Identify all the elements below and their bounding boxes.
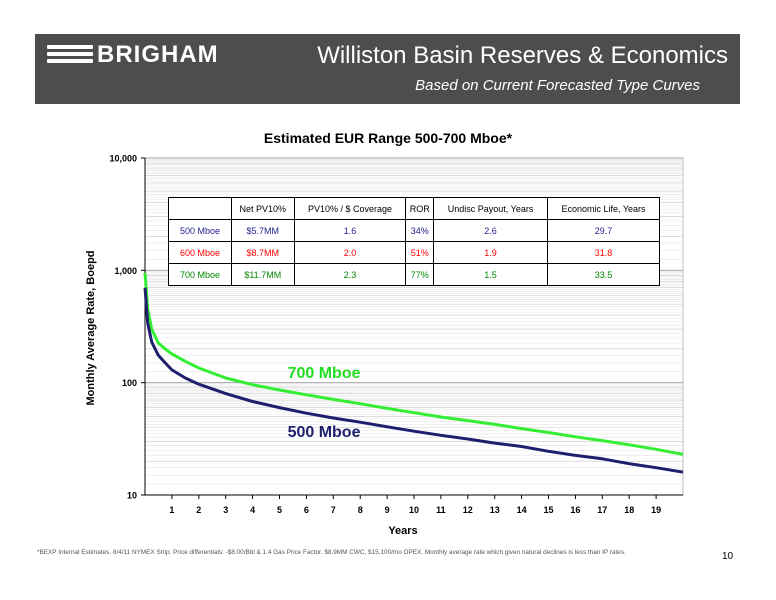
table-cell: 77% bbox=[405, 263, 435, 286]
x-tick-label: 13 bbox=[490, 505, 500, 515]
table-cell: $11.7MM bbox=[231, 263, 295, 286]
table-cell: 1.5 bbox=[433, 263, 549, 286]
table-cell: 2.6 bbox=[433, 219, 549, 242]
x-tick-label: 14 bbox=[517, 505, 527, 515]
page-title: Williston Basin Reserves & Economics bbox=[317, 42, 728, 69]
table-cell: 2.3 bbox=[293, 263, 407, 286]
table-row: 600 Mboe $8.7MM 2.0 51% 1.9 31.8 bbox=[168, 241, 660, 264]
economics-table: Net PV10% PV10% / $ Coverage ROR Undisc Pay… bbox=[168, 197, 660, 286]
header-banner: BRIGHAM Williston Basin Reserves & Econo… bbox=[35, 34, 740, 104]
table-cell: 1.9 bbox=[433, 241, 549, 264]
x-axis-label: Years bbox=[388, 525, 417, 537]
x-tick-label: 1 bbox=[169, 505, 174, 515]
x-tick-label: 8 bbox=[358, 505, 363, 515]
logo-stripes-icon bbox=[47, 42, 93, 66]
table-header-cell bbox=[168, 197, 232, 220]
series-line-0 bbox=[143, 272, 684, 456]
table-cell: 600 Mboe bbox=[168, 241, 232, 264]
y-tick-label: 10 bbox=[127, 491, 137, 501]
x-tick-label: 5 bbox=[277, 505, 282, 515]
y-tick-label: 1,000 bbox=[114, 266, 137, 276]
table-header-cell: ROR bbox=[405, 197, 435, 220]
x-tick-label: 18 bbox=[624, 505, 634, 515]
x-tick-label: 15 bbox=[543, 505, 553, 515]
footnote: *BEXP Internal Estimates. 8/4/11 NYMEX S… bbox=[37, 549, 626, 556]
x-tick-label: 10 bbox=[409, 505, 419, 515]
table-cell: 33.5 bbox=[547, 263, 660, 286]
table-header-cell: Net PV10% bbox=[231, 197, 295, 220]
x-tick-label: 9 bbox=[385, 505, 390, 515]
x-tick-label: 3 bbox=[223, 505, 228, 515]
table-header-cell: PV10% / $ Coverage bbox=[293, 197, 407, 220]
table-row: 500 Mboe $5.7MM 1.6 34% 2.6 29.7 bbox=[168, 219, 660, 242]
company-logo: BRIGHAM bbox=[47, 41, 247, 68]
table-header-cell: Undisc Payout, Years bbox=[433, 197, 549, 220]
y-tick-label: 100 bbox=[122, 378, 137, 388]
x-tick-label: 16 bbox=[570, 505, 580, 515]
table-header-row: Net PV10% PV10% / $ Coverage ROR Undisc Pay… bbox=[168, 197, 660, 220]
table-row: 700 Mboe $11.7MM 2.3 77% 1.5 33.5 bbox=[168, 263, 660, 286]
y-tick-label: 10,000 bbox=[109, 154, 137, 164]
x-tick-label: 19 bbox=[651, 505, 661, 515]
table-cell: 1.6 bbox=[293, 219, 407, 242]
page-number: 10 bbox=[722, 551, 734, 562]
logo-text: BRIGHAM bbox=[97, 41, 219, 68]
page-subtitle: Based on Current Forecasted Type Curves bbox=[415, 77, 700, 94]
table-cell: 34% bbox=[405, 219, 435, 242]
x-tick-label: 7 bbox=[331, 505, 336, 515]
y-axis-label: Monthly Average Rate, Boepd bbox=[85, 250, 97, 405]
x-tick-label: 11 bbox=[436, 505, 446, 515]
chart-title: Estimated EUR Range 500-700 Mboe* bbox=[264, 130, 513, 146]
x-tick-label: 4 bbox=[250, 505, 255, 515]
x-tick-label: 17 bbox=[597, 505, 607, 515]
table-header-cell: Economic Life, Years bbox=[547, 197, 660, 220]
x-tick-label: 12 bbox=[463, 505, 473, 515]
table-cell: 700 Mboe bbox=[168, 263, 232, 286]
series-label-700: 700 Mboe bbox=[288, 365, 361, 382]
table-cell: 31.8 bbox=[547, 241, 660, 264]
table-cell: 29.7 bbox=[547, 219, 660, 242]
table-cell: 500 Mboe bbox=[168, 219, 232, 242]
table-cell: 2.0 bbox=[293, 241, 407, 264]
x-tick-label: 6 bbox=[304, 505, 309, 515]
table-cell: $5.7MM bbox=[231, 219, 295, 242]
table-cell: 51% bbox=[405, 241, 435, 264]
x-tick-label: 2 bbox=[196, 505, 201, 515]
series-label-500: 500 Mboe bbox=[288, 424, 361, 441]
table-cell: $8.7MM bbox=[231, 241, 295, 264]
series-line-1 bbox=[143, 287, 684, 474]
